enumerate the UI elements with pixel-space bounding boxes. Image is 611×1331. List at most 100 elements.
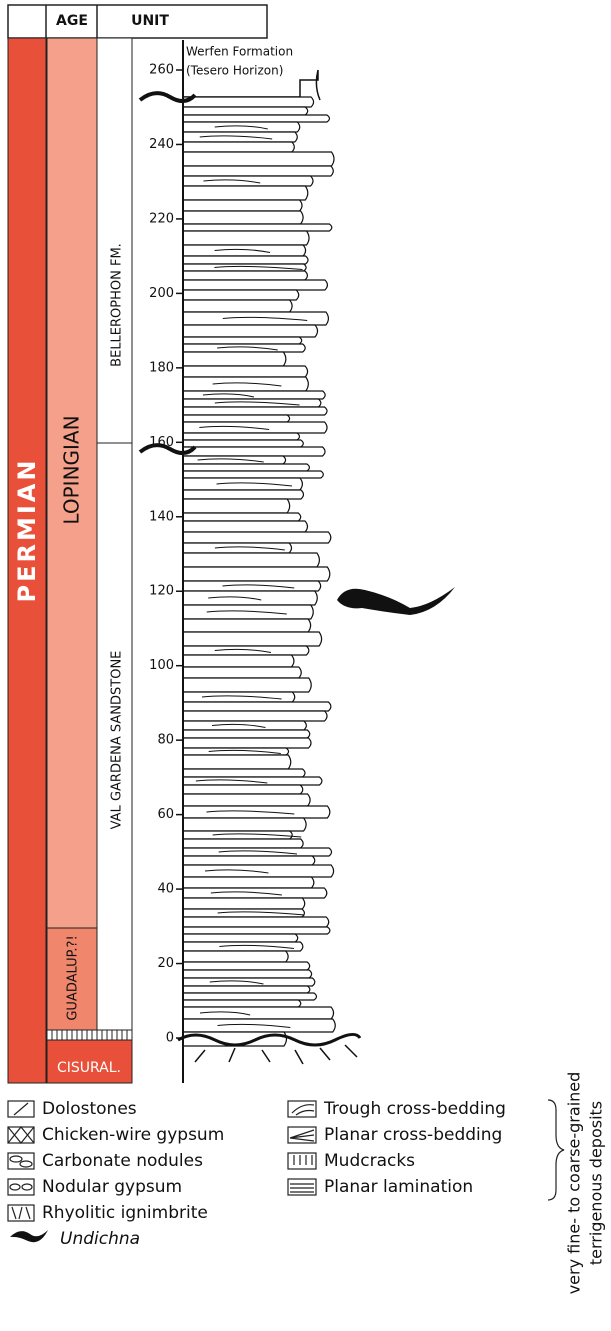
bed (183, 290, 299, 300)
bed (183, 280, 327, 290)
bed (183, 478, 302, 490)
unit-label: VAL GARDENA SANDSTONE (110, 651, 125, 830)
scale-tick-label: 20 (157, 956, 174, 971)
bed (183, 344, 305, 352)
scale-tick-label: 260 (149, 63, 174, 78)
bed (183, 755, 291, 769)
bed (183, 271, 307, 280)
bed (183, 738, 311, 748)
bed (183, 655, 294, 667)
bed (183, 499, 290, 513)
bed (183, 818, 306, 831)
bed (183, 748, 289, 755)
bed (183, 122, 300, 132)
bed (183, 1000, 301, 1007)
bed (183, 986, 310, 993)
legend-icon (10, 1184, 20, 1190)
bracket-label: terrigenous deposits (587, 1101, 606, 1265)
bed (183, 433, 299, 440)
bed (183, 300, 292, 312)
bed (183, 366, 308, 377)
bed (183, 678, 311, 692)
bed (183, 942, 303, 951)
bed (183, 352, 286, 366)
bed (183, 377, 308, 391)
legend-icon (288, 1101, 316, 1117)
bed (183, 166, 333, 176)
scale-tick-label: 60 (157, 807, 174, 822)
bed (183, 856, 315, 865)
bed (183, 848, 332, 856)
scale-tick-label: 120 (149, 584, 174, 599)
beds (183, 97, 335, 1046)
bed (183, 806, 330, 818)
legend-label: Nodular gypsum (42, 1177, 182, 1197)
legend-icon (294, 1155, 312, 1165)
unit-column (97, 38, 132, 1030)
scale-tick-label: 140 (149, 509, 174, 524)
bed (183, 711, 327, 721)
bed (183, 993, 316, 1000)
bed (183, 447, 325, 456)
bed (183, 464, 309, 471)
scale-tick-label: 100 (149, 658, 174, 673)
legend-icon (8, 1179, 34, 1195)
scale-tick-label: 180 (149, 360, 174, 375)
legend-icon (12, 1207, 30, 1219)
bed (183, 769, 305, 777)
legend-icon (14, 1103, 28, 1115)
unit-label: BELLEROPHON FM. (110, 243, 125, 367)
hatched-band (47, 1030, 132, 1040)
bed (183, 521, 307, 532)
bed (183, 152, 334, 166)
undichna-trace (337, 587, 455, 615)
legend-icon (292, 1105, 314, 1115)
legend-label: Dolostones (42, 1099, 137, 1119)
scale-tick-label: 220 (149, 211, 174, 226)
top-unit-label: (Tesero Horizon) (186, 64, 283, 78)
legend-label: Carbonate nodules (42, 1151, 203, 1171)
epoch-label: GUADALUP.?! (66, 935, 81, 1020)
legend-label: Planar lamination (324, 1177, 473, 1197)
bed (183, 951, 288, 962)
bed (183, 581, 321, 591)
legend-label: Planar cross-bedding (324, 1125, 502, 1145)
bed (183, 399, 321, 407)
bed (183, 605, 313, 619)
epoch-label: LOPINGIAN (60, 415, 84, 524)
bed (183, 490, 303, 499)
legend-label: Mudcracks (324, 1151, 415, 1171)
bed (183, 337, 302, 344)
bed (183, 970, 312, 978)
bed (183, 1019, 335, 1032)
scale-tick-label: 240 (149, 137, 174, 152)
epoch-label: CISURAL. (57, 1060, 121, 1076)
legend-icon (8, 1127, 34, 1143)
bed (183, 115, 329, 122)
scale-tick-label: 80 (157, 733, 174, 748)
header-unit: UNIT (131, 13, 169, 29)
bed (183, 264, 306, 271)
bed (183, 962, 310, 970)
bed (183, 440, 303, 447)
bed (183, 231, 309, 245)
bed (183, 211, 303, 224)
scale-tick-label: 40 (157, 882, 174, 897)
bed (183, 415, 290, 422)
bed (183, 730, 310, 738)
legend-label: Rhyolitic ignimbrite (42, 1203, 208, 1223)
bracket (548, 1100, 564, 1200)
bed (183, 632, 322, 646)
legend-icon (20, 1161, 32, 1167)
bed (183, 839, 303, 848)
bed (183, 692, 295, 702)
bed (183, 553, 319, 567)
bed (183, 646, 309, 655)
scale-tick-label: 0 (166, 1031, 174, 1046)
bed (183, 107, 308, 115)
period-label: PERMIAN (13, 458, 41, 603)
bed (183, 224, 332, 231)
bed (183, 186, 308, 200)
legend-label: Undichna (60, 1229, 140, 1249)
bed (183, 917, 329, 927)
